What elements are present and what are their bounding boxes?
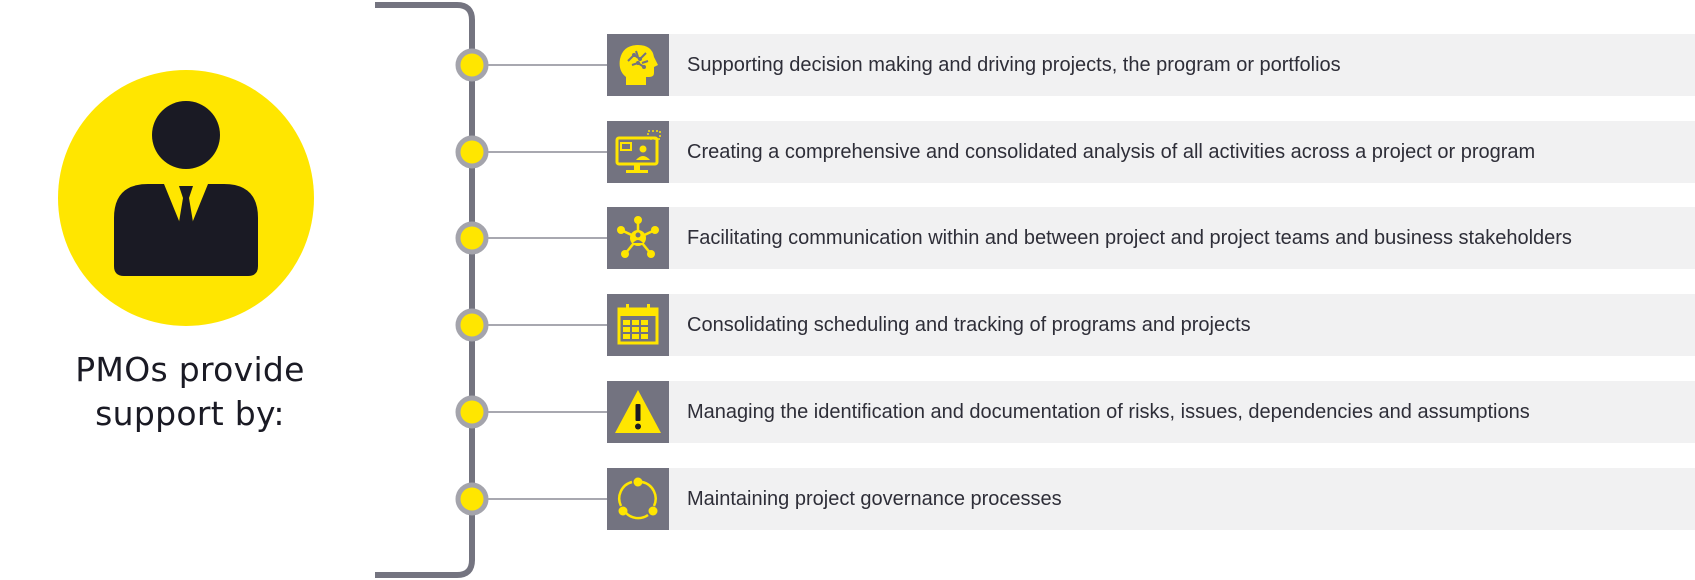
- item-text: Maintaining project governance processes: [687, 488, 1062, 510]
- item-icon-box: [607, 207, 669, 269]
- support-item-governance: Maintaining project governance processes: [607, 468, 1695, 530]
- item-icon-box: [607, 34, 669, 96]
- headline-line-2: support by:: [95, 394, 285, 433]
- item-background: [667, 381, 1695, 443]
- item-background: [667, 34, 1695, 96]
- avatar: [58, 70, 314, 326]
- support-item-decision-making: Supporting decision making and driving p…: [607, 34, 1695, 96]
- cycle-process-icon: [618, 477, 658, 520]
- brain-head-icon: [619, 45, 658, 85]
- item-icon-box: [607, 381, 669, 443]
- item-text: Supporting decision making and driving p…: [687, 54, 1341, 76]
- item-background: [667, 294, 1695, 356]
- warning-triangle-icon: [615, 390, 661, 433]
- item-text: Consolidating scheduling and tracking of…: [687, 314, 1251, 336]
- item-text: Managing the identification and document…: [687, 401, 1530, 423]
- item-icon-box: [607, 468, 669, 530]
- connector-nodes: [455, 48, 489, 516]
- connector-lines: [472, 64, 607, 500]
- support-item-scheduling: Consolidating scheduling and tracking of…: [607, 294, 1695, 356]
- support-item-analysis: Creating a comprehensive and consolidate…: [607, 121, 1695, 183]
- support-item-risks: Managing the identification and document…: [607, 381, 1695, 443]
- headline: PMOs provide support by:: [20, 348, 360, 436]
- support-item-communication: Facilitating communication within and be…: [607, 207, 1695, 269]
- headline-line-1: PMOs provide: [75, 350, 305, 389]
- item-icon-box: [607, 121, 669, 183]
- network-people-icon: [617, 216, 659, 258]
- monitor-analysis-icon: [615, 130, 661, 173]
- item-text: Facilitating communication within and be…: [687, 227, 1572, 249]
- business-person-icon: [114, 101, 258, 276]
- item-icon-box: [607, 294, 669, 356]
- item-text: Creating a comprehensive and consolidate…: [687, 141, 1536, 163]
- calendar-icon: [617, 304, 659, 345]
- item-background: [667, 468, 1695, 530]
- item-background: [667, 207, 1695, 269]
- bracket-line: [375, 2, 475, 578]
- item-background: [667, 121, 1695, 183]
